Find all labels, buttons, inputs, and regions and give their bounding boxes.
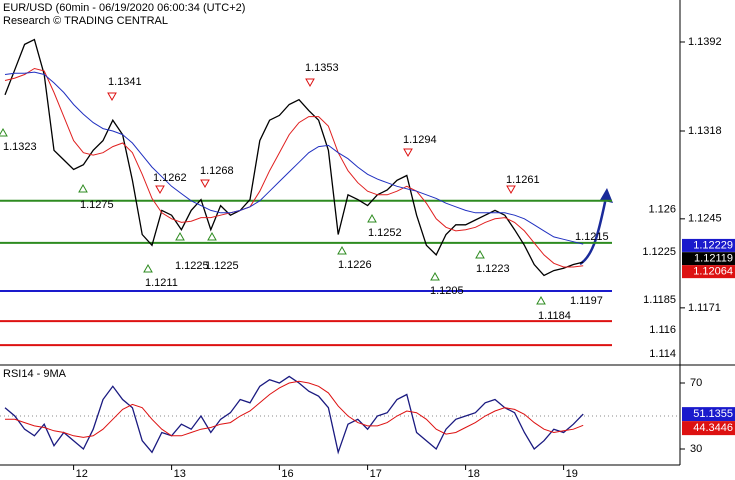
swing-label: 1.1294 [403,134,437,146]
y-tick-label: 1.1392 [688,36,722,48]
swing-label: 1.1223 [476,263,510,275]
y-tick-label: 1.1245 [688,213,722,225]
forecast-arrow [579,192,609,266]
swing-label: 1.1353 [305,62,339,74]
swing-label: 1.1262 [153,172,187,184]
level-label: 1.116 [649,324,676,336]
x-tick-label: 12 [76,468,88,480]
rsi-y-tick-label: 30 [690,443,702,455]
level-label: 1.126 [648,204,676,216]
rsi-badge-label: 51.1355 [693,408,733,420]
price-badge [682,252,735,266]
rsi-badge [682,421,735,436]
y-tick-label: 1.1171 [688,302,721,314]
rsi-y-tick-label: 70 [690,377,702,389]
trough-marker [207,231,217,241]
swing-label: 1.1205 [430,285,464,297]
price-badge-label: 1.12064 [693,266,733,278]
x-tick-label: 18 [468,468,480,480]
trough-marker [475,249,485,259]
swing-label: 1.1275 [80,199,114,211]
trough-marker [143,263,153,273]
price-badge-label: 1.12119 [694,253,733,265]
peak-marker [107,92,117,102]
x-tick-label: 19 [566,468,578,480]
rsi-line [5,380,584,438]
swing-label: 1.1341 [108,76,142,88]
rsi-title: RSI14 - 9MA [3,368,67,380]
rsi-badge-label: 44.3446 [693,422,733,434]
swing-label: 1.1184 [538,310,571,322]
swing-label: 1.1215 [575,231,609,243]
swing-label: 1.1225 [205,260,239,272]
swing-label: 1.1197 [570,295,603,307]
swing-label: 1.1226 [338,259,372,271]
trough-marker [367,213,377,223]
peak-marker [305,78,315,88]
level-label: 1.1185 [643,294,676,306]
x-tick-label: 16 [281,468,293,480]
peak-marker [155,185,165,195]
price-line [4,71,584,245]
swing-label: 1.1261 [506,174,540,186]
swing-label: 1.1323 [3,141,37,153]
trough-marker [430,271,440,281]
level-label: 1.1225 [642,246,676,258]
peak-marker [506,185,516,195]
peak-marker [403,148,413,158]
swing-label: 1.1211 [145,277,178,289]
x-tick-label: 17 [370,468,382,480]
swing-label: 1.1268 [200,165,234,177]
rsi-line [4,375,584,455]
trough-marker [78,183,88,193]
chart-subtitle: Research © TRADING CENTRAL [3,15,168,27]
forecast-arrowhead [600,188,613,203]
price-badge [682,238,735,252]
trough-marker [0,127,8,137]
level-label: 1.114 [649,348,676,360]
trough-marker [337,245,347,255]
trough-marker [175,231,185,241]
x-tick-label: 13 [174,468,186,480]
price-badge [682,265,735,279]
price-line [4,67,584,268]
swing-label: 1.1225 [175,260,209,272]
swing-label: 1.1252 [368,227,402,239]
chart-title: EUR/USD (60min - 06/19/2020 06:00:34 (UT… [3,2,245,14]
price-badge-label: 1.12229 [693,239,733,251]
y-tick-label: 1.1318 [688,125,722,137]
peak-marker [200,179,210,189]
trough-marker [536,295,546,305]
price-line [4,38,584,277]
rsi-badge [682,407,735,422]
